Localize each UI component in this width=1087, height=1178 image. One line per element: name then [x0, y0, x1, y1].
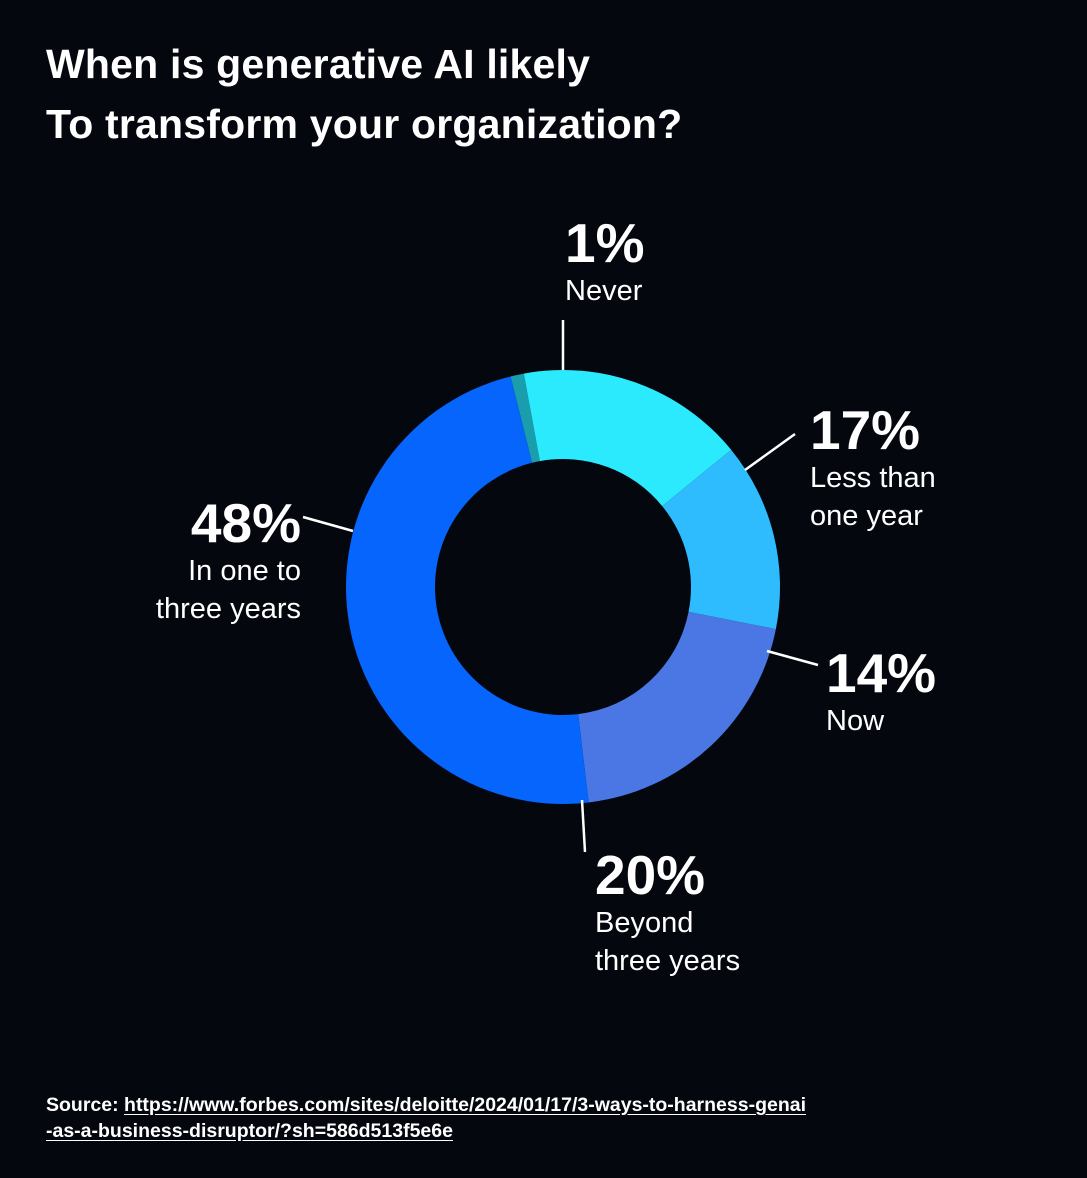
value-label-less-than-one-year: 17%	[810, 399, 921, 461]
label-in-one-to-three-years: 48% In one to three years	[156, 494, 301, 628]
slice-in-one-to-three-years	[346, 376, 589, 804]
slice-now	[662, 449, 780, 630]
leader-line-in-one-to-three-years	[302, 515, 354, 533]
label-now: 14% Now	[826, 644, 936, 740]
leader-line-less-than-one-year	[744, 432, 796, 472]
source-link[interactable]: https://www.forbes.com/sites/deloitte/20…	[46, 1094, 806, 1142]
source-url-line-2: -as-a-business-disruptor/?sh=586d513f5e6…	[46, 1120, 453, 1142]
value-label-beyond-three-years: 20%	[595, 844, 706, 906]
source-url-line-1: https://www.forbes.com/sites/deloitte/20…	[124, 1094, 807, 1116]
leader-line-now	[766, 649, 819, 667]
category-label-in-one-to-three-years: In one to three years	[155, 555, 301, 625]
label-less-than-one-year: 17% Less than one year	[810, 401, 936, 535]
chart-title-line-2: To transform your organization?	[46, 101, 683, 147]
slice-beyond-three-years	[578, 611, 776, 803]
leader-line-beyond-three-years	[580, 799, 587, 853]
value-label-now: 14%	[826, 642, 937, 704]
chart-title-line-1: When is generative AI likely	[46, 41, 591, 87]
label-never: 1% Never	[565, 214, 645, 310]
value-label-in-one-to-three-years: 48%	[190, 492, 301, 554]
label-beyond-three-years: 20% Beyond three years	[595, 846, 740, 980]
value-label-never: 1%	[565, 212, 645, 274]
category-label-beyond-three-years: Beyond three years	[595, 907, 741, 977]
category-label-now: Now	[826, 705, 885, 737]
category-label-less-than-one-year: Less than one year	[810, 462, 936, 532]
category-label-never: Never	[565, 275, 643, 307]
source-prefix: Source:	[46, 1094, 125, 1116]
source-note: Source: https://www.forbes.com/sites/del…	[46, 1092, 1046, 1144]
chart-title: When is generative AI likely To transfor…	[46, 34, 1046, 154]
slice-less-than-one-year	[523, 370, 732, 507]
slice-never	[510, 373, 540, 463]
